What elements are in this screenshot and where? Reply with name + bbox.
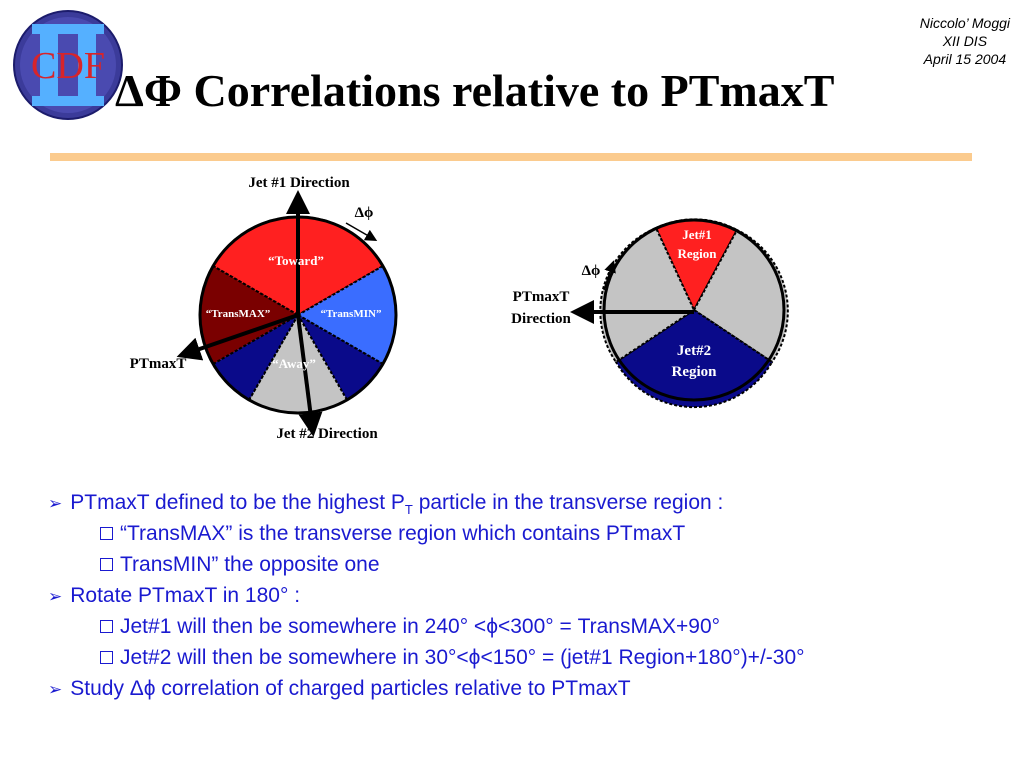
sub-bullet-transmin: TransMIN” the opposite one (48, 549, 1008, 580)
away-region (247, 312, 349, 415)
dphi-arrow-right (603, 260, 616, 291)
arrow-bullet-icon: ➢ (48, 587, 63, 606)
jet2-direction-arrow (296, 314, 323, 437)
ptmaxt-direction-line1: PTmaxT (513, 289, 570, 305)
checkbox-bullet-icon (100, 651, 113, 664)
conference-name: XII DIS (942, 33, 988, 49)
cdf-logo: CDF (13, 10, 123, 120)
bullet-ptmaxt-definition: ➢ PTmaxT defined to be the highest PT par… (48, 491, 724, 518)
bullet-study: ➢ Study Δϕ correlation of charged particl… (48, 677, 631, 700)
svg-text:CDF: CDF (31, 45, 105, 87)
sub-bullet-jet1: Jet#1 will then be somewhere in 240° <ϕ<… (48, 611, 1008, 642)
jet1-direction-label: Jet #1 Direction (248, 175, 350, 191)
dphi-label-right: Δϕ (582, 263, 601, 279)
checkbox-bullet-icon (100, 527, 113, 540)
author-name: Niccolo’ Moggi (919, 15, 1010, 31)
checkbox-bullet-icon (100, 558, 113, 571)
jet1-region-line2: Region (678, 246, 718, 261)
transmin-label: “TransMIN” (321, 308, 382, 320)
away-right-region (295, 312, 385, 402)
jet2-region (614, 308, 774, 409)
dphi-arrow (345, 222, 378, 241)
arrow-bullet-icon: ➢ (48, 680, 63, 699)
dphi-label: Δϕ (355, 205, 374, 221)
jet2-region-line1: Jet#2 (677, 343, 711, 359)
bullet-list: ➢ PTmaxT defined to be the highest PT par… (48, 487, 1008, 704)
away-label: “Away” (272, 356, 316, 371)
checkbox-bullet-icon (100, 620, 113, 633)
jet2-region-line2: Region (672, 364, 718, 380)
author-block: Niccolo’ Moggi XII DIS April 15 2004 (920, 14, 1010, 68)
region-diagrams: Jet #1 Direction Jet #2 Direction PTmaxT… (130, 175, 789, 442)
jet2-direction-label: Jet #2 Direction (276, 426, 378, 442)
slide-title: ΔΦ Correlations relative to PTmaxT (115, 65, 835, 116)
ptmaxt-direction-line2: Direction (511, 311, 571, 327)
jet1-region-line1: Jet#1 (682, 227, 712, 242)
toward-label: “Toward” (268, 253, 324, 268)
away-left-region (211, 312, 301, 402)
ptmaxt-label: PTmaxT (130, 356, 187, 372)
transmin-region (295, 264, 398, 366)
ptmaxt-arrow (176, 313, 299, 361)
right-region-diagram: PTmaxT Direction Δϕ Jet#1 Region Jet#2 R… (511, 218, 789, 409)
sub-bullet-transmax: “TransMAX” is the transverse region whic… (48, 518, 1008, 549)
sub-bullet-jet2: Jet#2 will then be somewhere in 30°<ϕ<15… (48, 642, 1008, 673)
presentation-date: April 15 2004 (923, 51, 1007, 67)
transmax-label: “TransMAX” (206, 308, 271, 320)
title-rule (50, 153, 972, 161)
arrow-bullet-icon: ➢ (48, 494, 63, 513)
left-region-diagram: Jet #1 Direction Jet #2 Direction PTmaxT… (130, 175, 398, 442)
bullet-rotate: ➢ Rotate PTmaxT in 180° : (48, 584, 301, 607)
